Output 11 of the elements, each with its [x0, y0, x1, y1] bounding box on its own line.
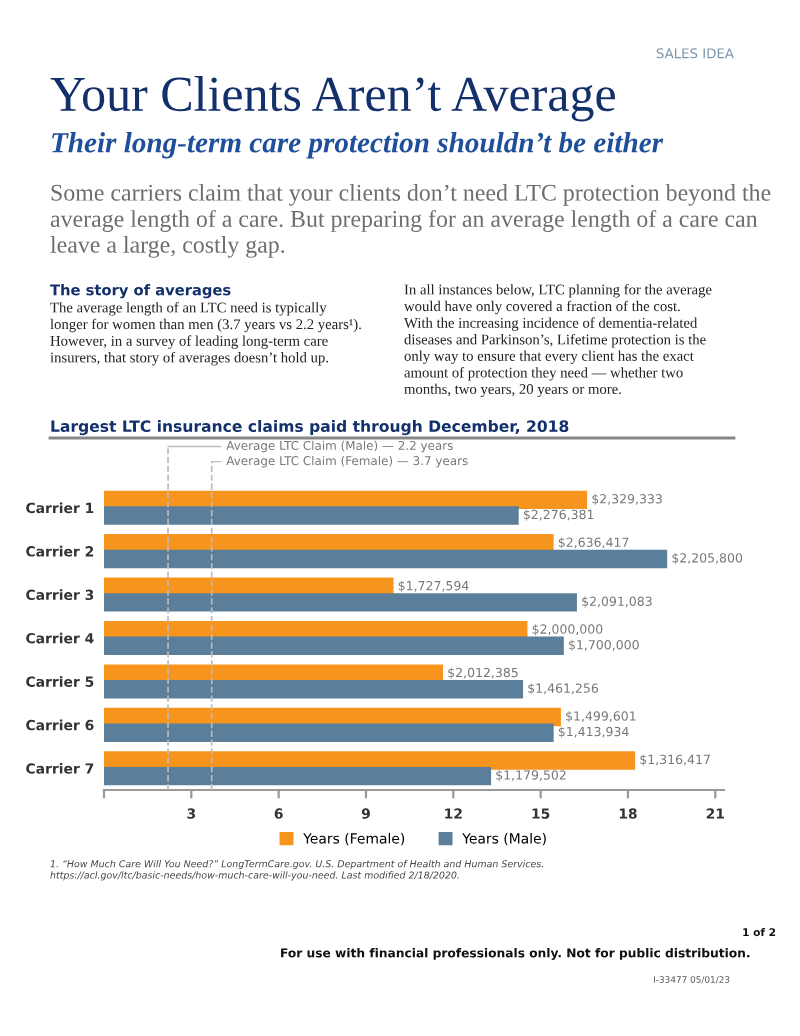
text: Their long-term care protection shouldn’t be either	[52, 132, 664, 159]
bar	[104, 766, 492, 786]
bar	[104, 636, 564, 656]
bar	[104, 593, 577, 612]
bar	[104, 680, 524, 699]
bar	[104, 549, 668, 569]
bar	[104, 506, 519, 525]
text: Your Clients Aren’t Average	[50, 76, 615, 122]
bar	[104, 723, 554, 742]
bar	[104, 751, 636, 770]
text: Some carriers claim that your clients don’t need LTC protection beyond the average length of a care. But preparing for an average length of a care can leave a large, costly gap.	[50, 184, 771, 258]
